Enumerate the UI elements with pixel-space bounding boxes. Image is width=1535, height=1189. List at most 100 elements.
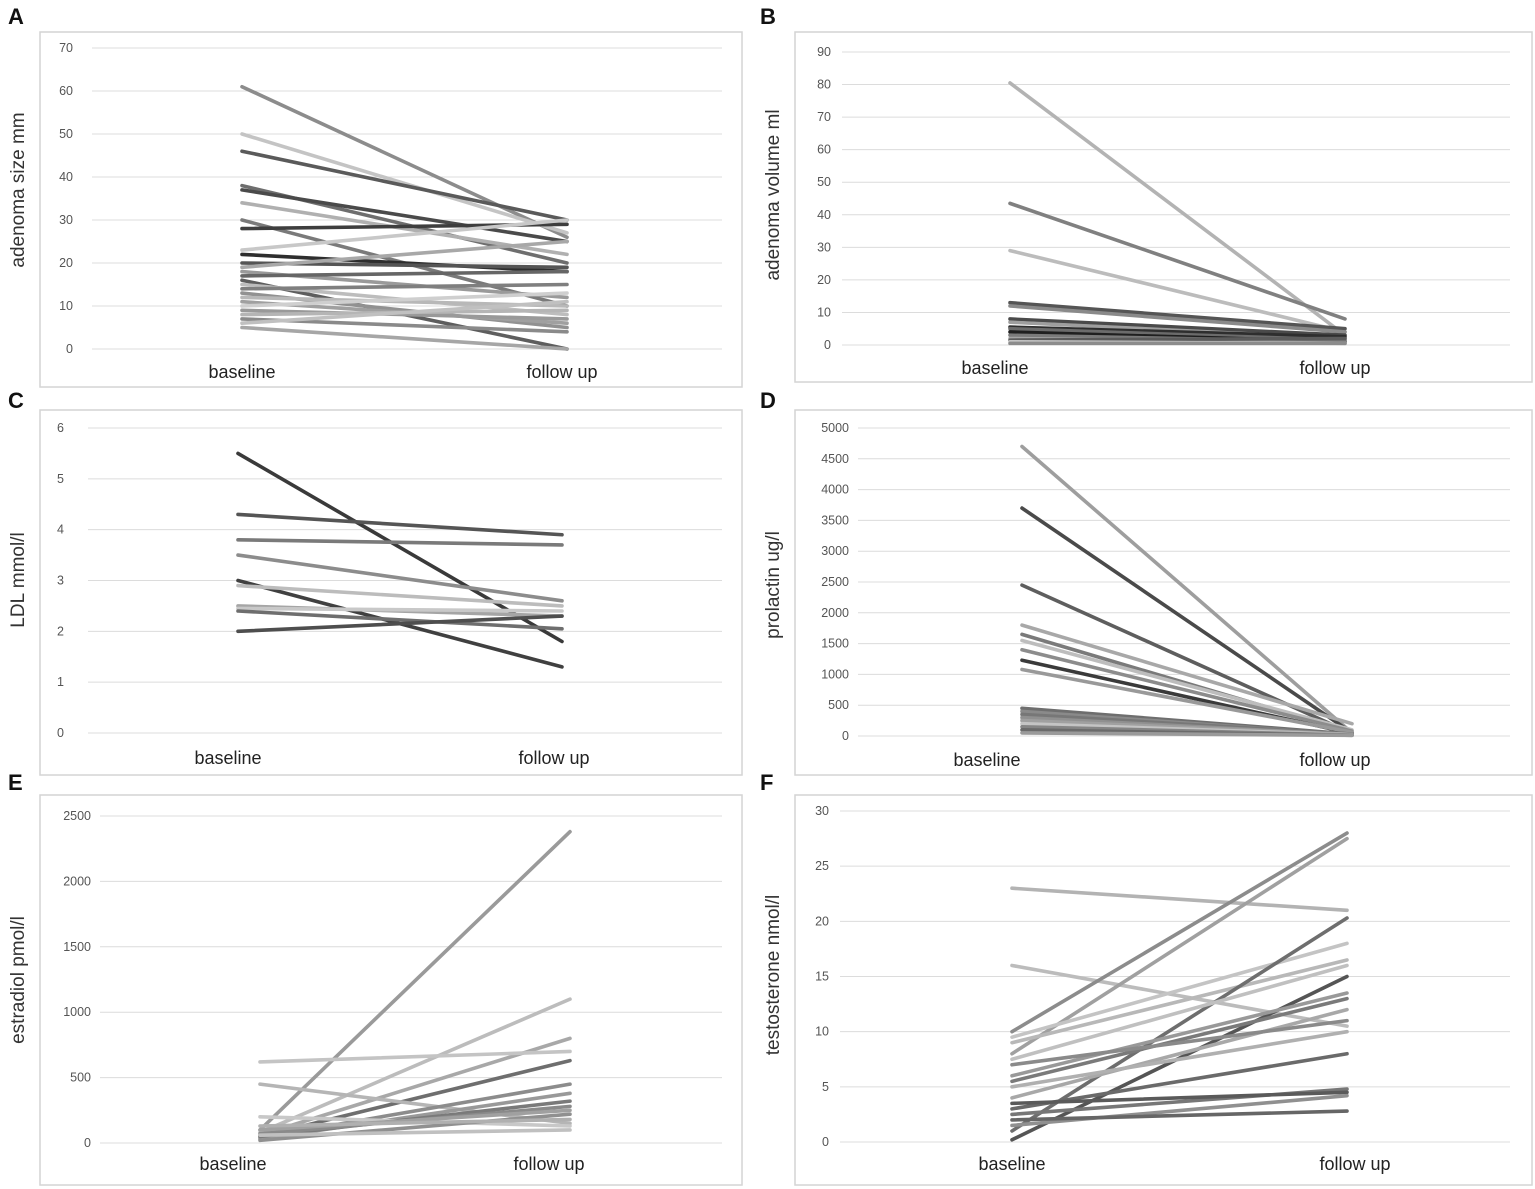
- series-line: [240, 239, 569, 270]
- series-line: [1010, 963, 1349, 1062]
- y-tick-label: 500: [828, 698, 849, 712]
- y-tick-label: 60: [59, 84, 73, 98]
- series-line: [1010, 1018, 1349, 1067]
- y-tick-label: 40: [59, 170, 73, 184]
- panel-letter: F: [760, 770, 773, 795]
- y-tick-label: 2500: [821, 575, 849, 589]
- panel-c: C LDL mmol/l 0 1 2 3 4 5 6 baseline follow up: [8, 388, 743, 776]
- y-axis-label: adenoma size mm: [8, 112, 29, 267]
- y-tick-label: 0: [824, 338, 831, 352]
- panel-e: E estradiol pmol/l 05001000150020002500 …: [8, 770, 743, 1186]
- series-line: [258, 1128, 572, 1137]
- series-line: [1020, 506, 1354, 735]
- y-tick-label: 4500: [821, 452, 849, 466]
- x-tick-label: baseline: [194, 748, 261, 768]
- y-tick-label: 70: [59, 41, 73, 55]
- series-line: [1010, 1051, 1349, 1111]
- y-tick-label: 20: [815, 914, 829, 928]
- y-ticks: 0 10 20 30 40 50 60 70 80 90: [817, 45, 831, 352]
- y-ticks: 0 10 20 30 40 50 60 70: [59, 41, 73, 356]
- series-line: [240, 325, 569, 351]
- x-tick-label: baseline: [208, 362, 275, 382]
- y-tick-label: 0: [84, 1136, 91, 1150]
- panel-letter: E: [8, 770, 23, 795]
- y-ticks: 0 500 1000 1500 2000 2500 3000 3500 4000 4500 5000: [821, 421, 849, 743]
- y-axis-label: testosterone nmol/l: [763, 895, 784, 1056]
- x-tick-label: follow up: [518, 748, 589, 768]
- panel-frame: [794, 409, 1533, 776]
- series-line: [1020, 647, 1354, 733]
- series-line: [1010, 1109, 1349, 1122]
- series-line: [1010, 958, 1349, 1045]
- y-tick-label: 0: [842, 729, 849, 743]
- series-line: [240, 308, 569, 321]
- y-tick-label: 2500: [63, 809, 91, 823]
- series-line: [1008, 201, 1347, 321]
- panel-f: F testosterone nmol/l 0 5 10 15 20 25 30 basel…: [760, 770, 1533, 1186]
- series-line: [236, 614, 564, 634]
- series-line: [258, 997, 572, 1135]
- y-tick-label: 10: [59, 299, 73, 313]
- x-tick-label: baseline: [953, 750, 1020, 770]
- series-line: [1020, 667, 1354, 735]
- y-tick-label: 90: [817, 45, 831, 59]
- y-tick-label: 70: [817, 110, 831, 124]
- x-tick-label: follow up: [513, 1154, 584, 1174]
- y-tick-label: 1500: [821, 637, 849, 651]
- series-line: [1008, 336, 1347, 342]
- panel-frame: [39, 794, 743, 1186]
- series-line: [1010, 963, 1349, 1028]
- series-line: [1010, 831, 1349, 1034]
- y-axis-label: LDL mmol/l: [8, 532, 29, 627]
- panel-frame: [39, 409, 743, 776]
- y-ticks: 0 1 2 3 4 5 6: [57, 421, 64, 740]
- series-line: [240, 149, 569, 222]
- series-line: [236, 606, 564, 613]
- y-axis-label: adenoma volume ml: [763, 109, 784, 280]
- series: [1010, 831, 1349, 1142]
- series-line: [258, 829, 572, 1132]
- series-line: [240, 218, 569, 252]
- series-line: [1008, 300, 1347, 331]
- y-tick-label: 50: [817, 175, 831, 189]
- y-tick-label: 10: [815, 1025, 829, 1039]
- series-line: [1020, 731, 1354, 738]
- y-axis-label: prolactin ug/l: [763, 531, 784, 639]
- series-line: [236, 609, 564, 631]
- y-tick-label: 15: [815, 970, 829, 984]
- series-line: [1008, 81, 1347, 338]
- y-tick-label: 30: [59, 213, 73, 227]
- y-tick-label: 30: [817, 240, 831, 254]
- y-ticks: 0 500 1000 1500 2000 2500: [63, 809, 91, 1150]
- y-tick-label: 20: [817, 273, 831, 287]
- series-line: [1010, 836, 1349, 1056]
- series-line: [1008, 248, 1347, 334]
- panel-frame: [39, 31, 743, 388]
- series-line: [1010, 1029, 1349, 1089]
- series-line: [1010, 941, 1349, 1039]
- x-tick-label: follow up: [1299, 750, 1370, 770]
- series-line: [240, 84, 569, 239]
- panel-letter: D: [760, 388, 776, 413]
- series-line: [1020, 638, 1354, 732]
- series-line: [240, 282, 569, 291]
- x-tick-label: baseline: [199, 1154, 266, 1174]
- series-line: [240, 299, 569, 326]
- series-line: [1010, 1007, 1349, 1100]
- panel-frame: [794, 794, 1533, 1186]
- series-line: [240, 132, 569, 235]
- y-axis-label: estradiol pmol/l: [8, 916, 29, 1044]
- x-tick-label: follow up: [526, 362, 597, 382]
- grid: [88, 427, 722, 734]
- grid: [842, 51, 1510, 346]
- x-tick-label: follow up: [1319, 1154, 1390, 1174]
- y-tick-label: 40: [817, 208, 831, 222]
- series: [1008, 81, 1347, 346]
- series-line: [1010, 996, 1349, 1084]
- y-tick-label: 2: [57, 624, 64, 638]
- y-tick-label: 5000: [821, 421, 849, 435]
- x-tick-label: baseline: [978, 1154, 1045, 1174]
- y-tick-label: 4: [57, 523, 64, 537]
- series-line: [240, 188, 569, 244]
- y-tick-label: 3000: [821, 544, 849, 558]
